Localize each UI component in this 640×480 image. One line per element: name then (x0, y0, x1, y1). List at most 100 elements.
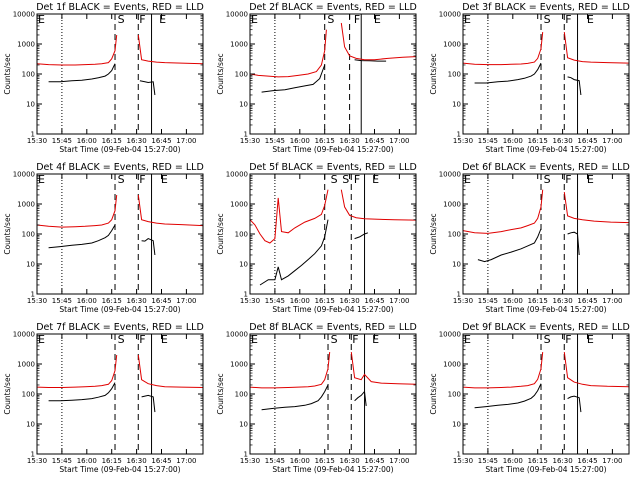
events-series-line (141, 238, 156, 256)
detector-chart: Det 2f BLACK = Events, RED = LLD 1 10 100 10… (216, 2, 417, 154)
x-tick-label: 16:15 (315, 297, 335, 305)
lld-series-line (563, 352, 629, 388)
lld-series-line (340, 22, 416, 61)
x-tick-label: 16:30 (553, 297, 573, 305)
phase-marker: E (251, 13, 258, 26)
y-tick-label: 1 (244, 451, 248, 459)
x-tick-label: 15:30 (27, 297, 47, 305)
x-tick-label: 16:00 (290, 297, 310, 305)
y-tick-label: 1000 (443, 41, 461, 49)
x-tick-label: 17:00 (602, 297, 622, 305)
x-tick-label: 17:00 (176, 297, 196, 305)
y-tick-label: 1000 (230, 41, 248, 49)
x-axis-label: Start Time (09-Feb-04 15:27:00) (272, 145, 393, 154)
lld-series-line (37, 354, 118, 388)
x-tick-label: 15:45 (265, 137, 285, 145)
y-tick-label: 1 (244, 131, 248, 139)
y-axis-label: Counts/sec (3, 53, 12, 94)
x-tick-label: 17:00 (602, 137, 622, 145)
y-tick-label: 1 (31, 451, 35, 459)
phase-marker: F (139, 173, 145, 186)
phase-marker: S (327, 13, 334, 26)
y-tick-label: 1000 (230, 361, 248, 369)
phase-marker: S (544, 13, 551, 26)
chart-title: Det 2f BLACK = Events, RED = LLD (249, 2, 417, 13)
y-tick-label: 100 (235, 391, 248, 399)
x-tick-label: 15:45 (478, 297, 498, 305)
y-axis-label: Counts/sec (216, 213, 225, 254)
x-tick-label: 17:00 (389, 137, 409, 145)
x-tick-label: 16:45 (364, 297, 384, 305)
phase-marker: S (331, 173, 338, 186)
y-tick-label: 10 (26, 101, 35, 109)
y-tick-label: 100 (448, 231, 461, 239)
lld-series-line (137, 194, 203, 227)
lld-series-line (137, 34, 203, 65)
x-axis-label: Start Time (09-Feb-04 15:27:00) (59, 465, 180, 474)
detector-chart: Det 4f BLACK = Events, RED = LLD 1 10 100 10… (3, 162, 204, 314)
detector-chart: Det 6f BLACK = Events, RED = LLD 1 10 100 10… (429, 162, 630, 314)
y-tick-label: 1 (457, 451, 461, 459)
x-tick-label: 15:30 (240, 137, 260, 145)
x-tick-label: 16:00 (503, 457, 523, 465)
x-tick-label: 16:30 (553, 457, 573, 465)
y-axis-label: Counts/sec (429, 53, 438, 94)
x-tick-label: 16:45 (151, 457, 171, 465)
x-axis-label: Start Time (09-Feb-04 15:27:00) (272, 305, 393, 314)
y-tick-label: 10000 (439, 11, 461, 19)
x-tick-label: 15:45 (265, 457, 285, 465)
lld-series-line (340, 189, 416, 221)
x-tick-label: 16:45 (151, 297, 171, 305)
x-tick-label: 16:30 (340, 297, 360, 305)
phase-marker: E (161, 333, 168, 346)
detector-chart: Det 5f BLACK = Events, RED = LLD 1 10 100 10… (216, 162, 417, 314)
x-tick-label: 16:45 (364, 137, 384, 145)
x-tick-label: 17:00 (176, 137, 196, 145)
y-axis-label: Counts/sec (216, 53, 225, 94)
y-tick-label: 1000 (17, 201, 35, 209)
x-tick-label: 16:15 (102, 297, 122, 305)
events-series-line (567, 76, 582, 96)
events-series-line (354, 232, 369, 240)
phase-marker: F (139, 13, 145, 26)
x-tick-label: 16:15 (315, 137, 335, 145)
x-tick-label: 16:30 (127, 457, 147, 465)
x-tick-label: 15:30 (27, 457, 47, 465)
events-series-line (474, 383, 542, 409)
chart-title: Det 6f BLACK = Events, RED = LLD (462, 162, 630, 173)
x-axis-label: Start Time (09-Feb-04 15:27:00) (485, 305, 606, 314)
y-tick-label: 1000 (443, 201, 461, 209)
x-tick-label: 16:15 (102, 137, 122, 145)
x-tick-label: 16:15 (528, 457, 548, 465)
y-axis-label: Counts/sec (429, 213, 438, 254)
y-tick-label: 100 (22, 391, 35, 399)
x-tick-label: 15:30 (240, 457, 260, 465)
y-tick-label: 1 (457, 131, 461, 139)
x-axis-label: Start Time (09-Feb-04 15:27:00) (485, 145, 606, 154)
x-tick-label: 17:00 (389, 457, 409, 465)
y-tick-label: 10 (239, 261, 248, 269)
phase-marker: E (372, 333, 379, 346)
y-tick-label: 10000 (439, 171, 461, 179)
y-tick-label: 10 (452, 101, 461, 109)
x-tick-label: 16:45 (577, 297, 597, 305)
y-axis-label: Counts/sec (3, 373, 12, 414)
events-series-line (567, 231, 580, 256)
events-series-line (567, 395, 582, 413)
y-tick-label: 1000 (17, 41, 35, 49)
phase-marker: E (38, 333, 45, 346)
x-tick-label: 15:45 (265, 297, 285, 305)
detector-chart: Det 1f BLACK = Events, RED = LLD 1 10 100 10… (3, 2, 204, 154)
y-tick-label: 10000 (13, 171, 35, 179)
detector-chart: Det 9f BLACK = Events, RED = LLD 1 10 100 10… (429, 322, 630, 474)
x-tick-label: 16:30 (340, 137, 360, 145)
phase-marker: E (464, 173, 471, 186)
y-axis-label: Counts/sec (3, 213, 12, 254)
x-tick-label: 16:30 (127, 137, 147, 145)
x-tick-label: 16:15 (102, 457, 122, 465)
x-tick-label: 16:00 (77, 457, 97, 465)
events-series-line (354, 59, 387, 62)
y-tick-label: 100 (448, 391, 461, 399)
y-tick-label: 100 (22, 231, 35, 239)
events-series-line (48, 224, 116, 249)
